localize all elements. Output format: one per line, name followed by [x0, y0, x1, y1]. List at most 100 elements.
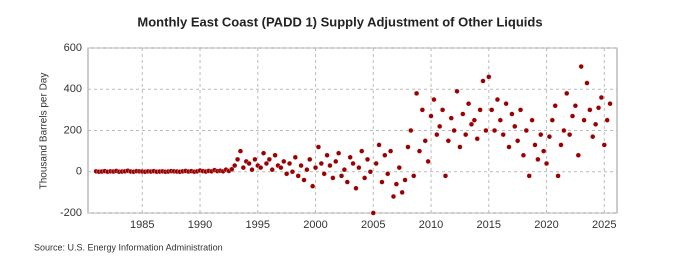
x-tick-label: 1995: [246, 219, 270, 231]
data-point: [422, 138, 428, 144]
y-tick-label: -200: [60, 207, 82, 219]
data-point: [595, 105, 602, 111]
data-point: [523, 127, 529, 134]
data-point: [590, 134, 596, 140]
data-point: [538, 132, 544, 138]
data-point: [258, 165, 264, 171]
data-point: [304, 167, 310, 173]
data-point: [549, 117, 555, 123]
data-point: [518, 107, 524, 113]
data-point: [440, 107, 446, 113]
data-point: [483, 127, 489, 134]
data-point: [607, 101, 613, 107]
data-point: [428, 113, 434, 119]
data-point: [399, 189, 405, 195]
source-note: Source: U.S. Energy Information Administ…: [34, 242, 223, 252]
data-point: [350, 160, 356, 167]
data-point: [402, 177, 408, 183]
data-point: [229, 166, 235, 172]
data-point: [457, 144, 463, 150]
data-point: [263, 160, 270, 167]
data-point: [448, 115, 454, 121]
data-point: [362, 175, 368, 181]
data-point: [451, 127, 457, 134]
data-point: [489, 107, 495, 113]
data-point: [370, 210, 376, 216]
data-point: [601, 142, 607, 148]
data-point: [379, 179, 385, 185]
data-point: [506, 144, 512, 150]
data-point: [347, 154, 353, 160]
data-point: [237, 148, 244, 154]
data-point: [385, 171, 391, 177]
data-point: [552, 103, 558, 109]
data-point: [419, 107, 425, 113]
data-point: [327, 163, 333, 169]
data-point: [235, 156, 241, 162]
data-point: [535, 156, 541, 162]
x-tick-label: 2015: [477, 219, 501, 231]
x-tick-label: 1985: [130, 219, 154, 231]
data-point: [356, 165, 362, 171]
data-point: [301, 177, 307, 183]
data-point: [310, 183, 316, 189]
data-point: [558, 142, 564, 148]
data-point: [567, 132, 573, 138]
data-point: [442, 173, 449, 179]
data-point: [341, 167, 347, 173]
data-point: [287, 160, 293, 167]
data-point: [266, 156, 272, 162]
data-point: [246, 160, 252, 167]
data-point: [390, 193, 397, 200]
data-point: [503, 101, 509, 107]
data-point: [307, 156, 313, 162]
data-point: [312, 165, 319, 171]
data-point: [353, 185, 359, 191]
data-point: [454, 88, 460, 94]
data-point: [543, 160, 550, 167]
data-point: [584, 80, 590, 86]
data-point: [359, 148, 365, 154]
data-point: [561, 127, 567, 134]
data-point: [471, 117, 477, 123]
data-point: [463, 132, 469, 138]
data-point: [298, 163, 304, 169]
data-point: [434, 132, 440, 138]
data-point: [425, 158, 431, 164]
data-point: [572, 103, 578, 109]
data-point: [546, 134, 552, 140]
data-point: [281, 158, 287, 164]
x-tick-label: 2010: [419, 219, 443, 231]
data-point: [515, 138, 521, 144]
data-point: [480, 78, 486, 84]
data-point: [486, 74, 492, 80]
data-point: [431, 97, 437, 103]
data-point: [315, 144, 321, 150]
data-point: [541, 148, 547, 154]
data-point: [437, 123, 443, 129]
data-point: [330, 175, 336, 181]
data-point: [593, 121, 599, 127]
data-point: [474, 136, 480, 142]
data-point: [460, 111, 466, 117]
data-point: [318, 160, 324, 167]
data-point: [512, 123, 518, 129]
data-point: [373, 160, 379, 167]
data-point: [232, 163, 238, 169]
data-point: [382, 152, 388, 158]
data-point: [520, 152, 526, 158]
data-point: [477, 107, 483, 113]
y-tick-label: 0: [76, 166, 82, 178]
data-point: [284, 171, 290, 177]
data-point: [414, 90, 420, 96]
data-point: [321, 171, 327, 177]
data-point: [526, 173, 532, 179]
data-point: [292, 154, 298, 160]
data-point: [529, 117, 535, 123]
chart-title: Monthly East Coast (PADD 1) Supply Adjus…: [137, 14, 542, 29]
data-point: [295, 173, 301, 179]
data-point: [269, 167, 275, 173]
data-point: [376, 142, 382, 148]
data-point: [338, 173, 345, 179]
y-tick-label: 200: [64, 124, 82, 136]
